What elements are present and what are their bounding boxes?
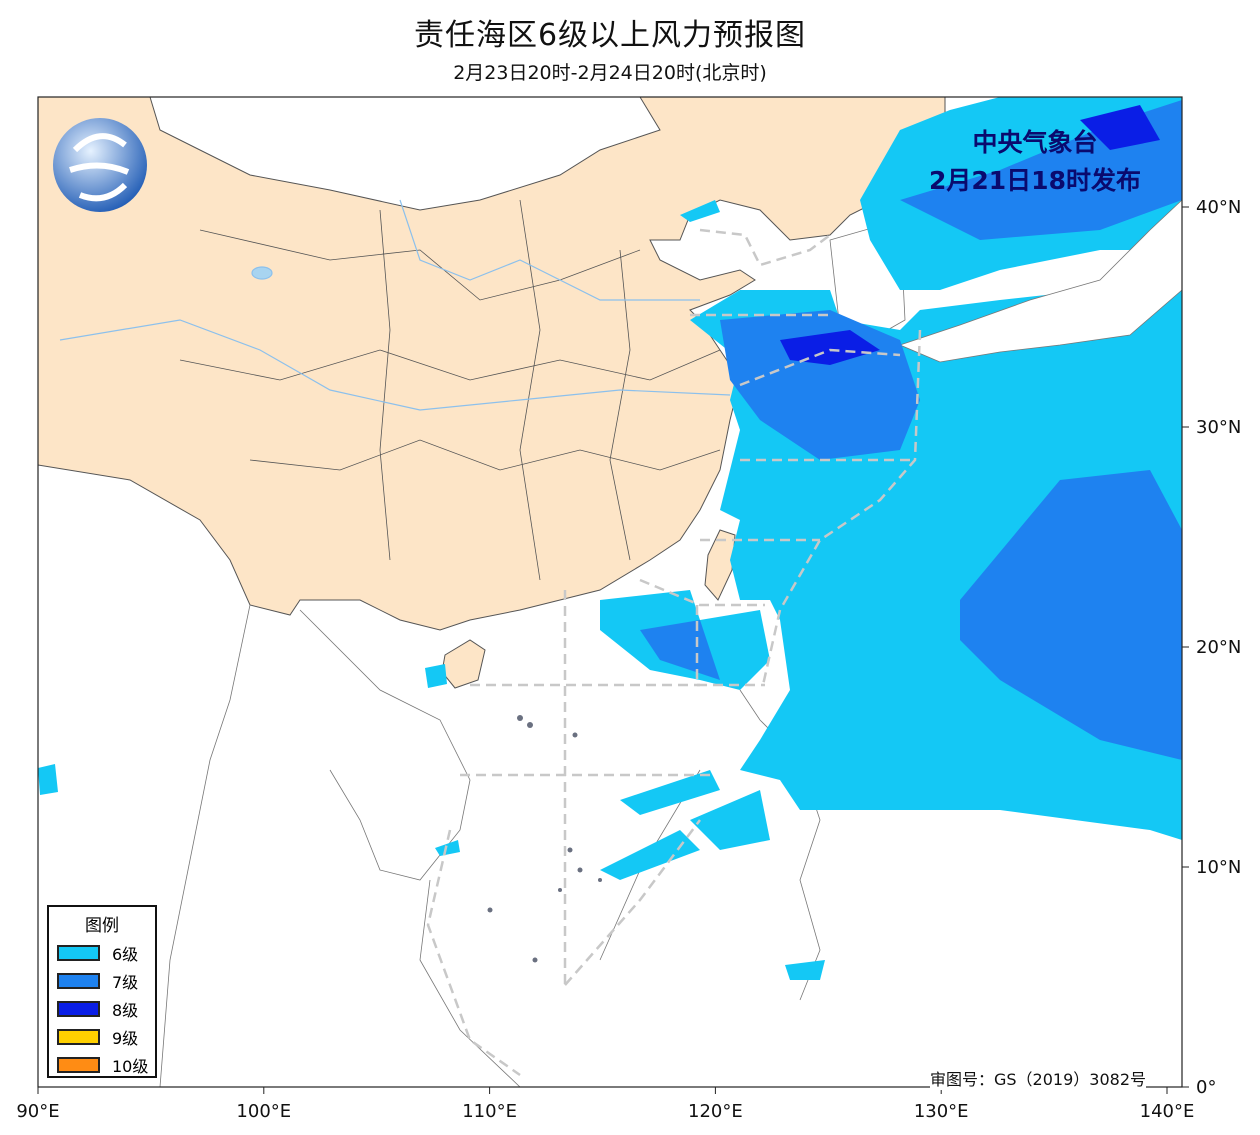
issuer-label: 中央气象台 2月21日18时发布 (900, 124, 1170, 200)
legend-swatch (57, 945, 100, 961)
issue-time: 2月21日18时发布 (929, 166, 1141, 195)
legend-item: 6级 (49, 939, 155, 967)
lat-tick-label: 40°N (1196, 197, 1241, 218)
page-title: 责任海区6级以上风力预报图 (413, 18, 807, 53)
cma-logo (53, 118, 147, 212)
lon-tick-label: 100°E (236, 1101, 291, 1122)
issuer-name: 中央气象台 (972, 128, 1098, 157)
latitude-axis: 0° 10°N 20°N 30°N 40°N (1182, 197, 1241, 1098)
legend-label: 6级 (112, 945, 139, 964)
legend-item: 7级 (49, 967, 155, 995)
japan-land (898, 199, 1182, 363)
legend-label: 8级 (112, 1001, 139, 1020)
legend-label: 7级 (112, 973, 139, 992)
map-frame (37, 96, 1183, 1088)
islands (487, 715, 602, 963)
legend-swatch (57, 1029, 100, 1045)
legend-item: 10级 (49, 1051, 155, 1079)
legend-label: 9级 (112, 1029, 139, 1048)
lon-tick-label: 120°E (688, 1101, 743, 1122)
legend-item: 9级 (49, 1023, 155, 1051)
lat-tick-label: 20°N (1196, 637, 1241, 658)
rivers (59, 199, 731, 411)
lat-tick-label: 0° (1196, 1077, 1216, 1098)
legend: 图例 6级 7级 8级 9级 10级 (47, 905, 157, 1078)
longitude-axis: 90°E 100°E 110°E 120°E 130°E 140°E (16, 1087, 1194, 1122)
lon-tick-label: 140°E (1140, 1101, 1195, 1122)
lat-tick-label: 10°N (1196, 857, 1241, 878)
legend-swatch (57, 973, 100, 989)
legend-title: 图例 (85, 916, 119, 936)
legend-item: 8级 (49, 995, 155, 1023)
map-approval-number: 审图号：GS（2019）3082号 (930, 1066, 1146, 1090)
legend-label: 10级 (112, 1057, 149, 1076)
legend-swatch (57, 1057, 100, 1073)
forecast-period: 2月23日20时-2月24日20时(北京时) (453, 62, 767, 84)
wind-level-8-areas (780, 105, 1160, 365)
lon-tick-label: 110°E (462, 1101, 517, 1122)
lat-tick-label: 30°N (1196, 417, 1241, 438)
lon-tick-label: 90°E (16, 1101, 59, 1122)
legend-swatch (57, 1001, 100, 1017)
taiwan-island (704, 529, 736, 601)
mongolia-land (149, 97, 661, 211)
sea-zone-boundaries (426, 228, 922, 1077)
lon-tick-label: 130°E (914, 1101, 969, 1122)
